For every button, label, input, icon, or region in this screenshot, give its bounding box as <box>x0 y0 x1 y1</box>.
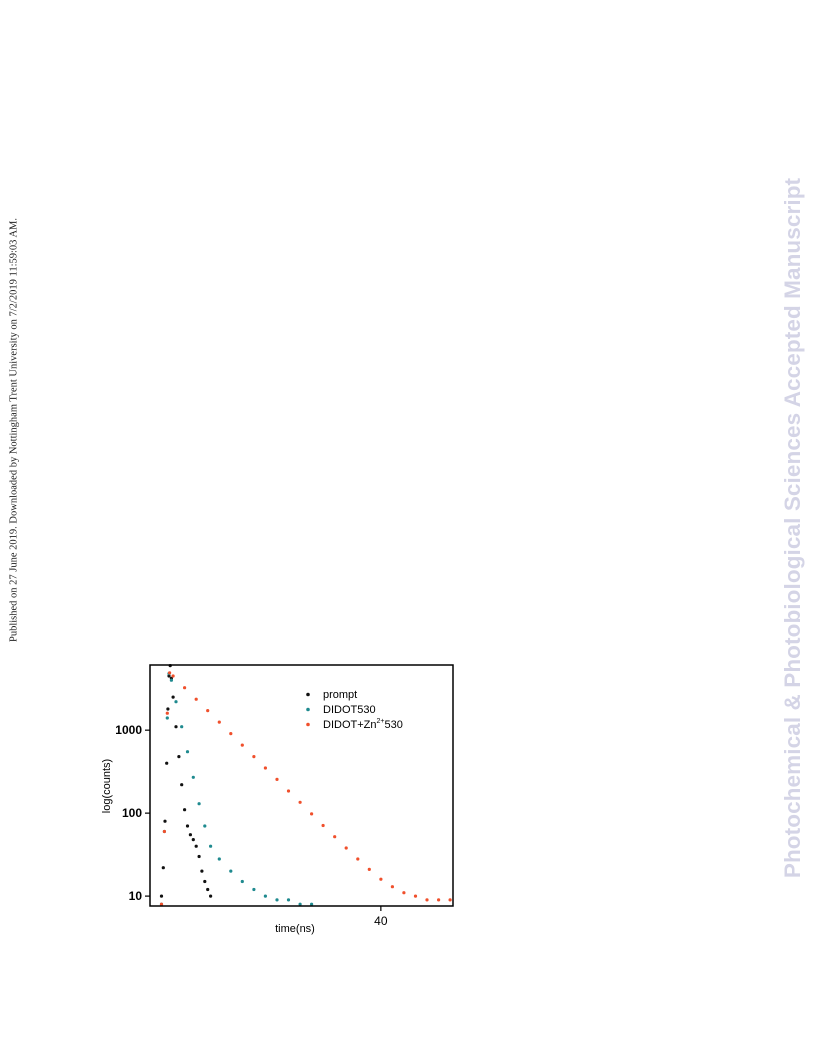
data-point-s0-3 <box>165 761 169 765</box>
legend-label-0: prompt <box>323 689 357 701</box>
data-point-s2-2 <box>165 711 169 715</box>
data-point-s2-1 <box>162 829 166 834</box>
data-point-s1-14 <box>240 879 244 884</box>
data-point-s2-22 <box>379 877 383 881</box>
data-point-s2-26 <box>425 898 429 902</box>
data-point-s2-13 <box>275 777 279 781</box>
y-axis-title: log(counts) <box>101 759 113 813</box>
data-point-s2-3 <box>168 671 172 675</box>
data-point-s1-13 <box>229 869 233 873</box>
data-point-s2-21 <box>367 867 371 871</box>
data-point-s2-14 <box>286 789 291 793</box>
y-tick-label-1: 100 <box>122 806 142 820</box>
decay-figure: 1000 100 10 40 time(ns) log(counts) prompt… <box>95 658 460 940</box>
data-point-s2-18 <box>333 835 337 839</box>
data-point-s1-6 <box>180 725 184 729</box>
data-point-s0-10 <box>177 755 181 759</box>
data-point-s2-9 <box>229 732 233 736</box>
data-point-s1-17 <box>275 898 279 902</box>
data-point-s0-19 <box>203 879 207 884</box>
data-point-s2-4 <box>171 674 175 678</box>
data-point-s0-11 <box>180 783 184 787</box>
decay-chart: 1000 100 10 40 time(ns) log(counts) prompt… <box>101 664 454 935</box>
data-point-s2-5 <box>183 686 187 690</box>
legend-marker-0 <box>306 692 310 697</box>
data-point-s1-4 <box>169 678 173 682</box>
data-point-s0-21 <box>209 894 213 898</box>
y-tick-label-2: 10 <box>129 889 143 903</box>
data-point-s2-25 <box>413 894 418 898</box>
x-axis-ticks: 40 <box>374 906 388 928</box>
data-point-s2-8 <box>217 720 221 724</box>
data-point-s2-15 <box>298 800 302 804</box>
legend-label-suffix: 530 <box>384 719 402 731</box>
data-point-s1-5 <box>174 700 178 704</box>
y-axis-ticks: 1000 100 10 <box>115 723 150 903</box>
data-point-s1-19 <box>298 902 302 906</box>
legend-label-2: DIDOT+Zn2+530 <box>323 718 403 731</box>
y-tick-label-0: 1000 <box>115 723 142 737</box>
data-point-s0-5 <box>167 674 171 678</box>
data-point-s2-17 <box>321 823 325 828</box>
data-point-s0-14 <box>188 833 192 837</box>
legend-marker-1 <box>306 707 310 712</box>
legend-marker-2 <box>306 722 310 727</box>
data-point-s1-15 <box>252 887 256 892</box>
journal-watermark: Photochemical & Photobiological Sciences… <box>780 177 805 879</box>
legend: prompt DIDOT530 DIDOT+Zn2+530 <box>306 689 403 731</box>
data-point-s2-10 <box>240 743 244 747</box>
data-point-s0-0 <box>159 894 164 898</box>
data-points-layer <box>159 664 452 906</box>
data-point-s1-11 <box>209 844 213 848</box>
data-point-s0-12 <box>183 808 187 812</box>
data-point-s2-24 <box>402 891 406 895</box>
data-point-s2-23 <box>390 885 394 889</box>
data-point-s2-11 <box>252 755 256 759</box>
data-point-s2-27 <box>437 898 441 902</box>
data-point-s1-2 <box>165 716 169 720</box>
data-point-s2-20 <box>356 857 360 861</box>
data-point-s1-10 <box>203 824 207 828</box>
data-point-s0-18 <box>200 869 204 873</box>
data-point-s2-7 <box>206 709 210 713</box>
data-point-s0-13 <box>185 824 190 828</box>
plot-frame <box>149 664 454 907</box>
data-point-s0-17 <box>197 854 201 859</box>
x-tick-label-0: 40 <box>374 914 388 928</box>
data-point-s0-4 <box>166 707 170 711</box>
data-point-s1-12 <box>217 857 221 861</box>
data-point-s0-2 <box>163 819 167 823</box>
x-axis-title: time(ns) <box>275 923 315 935</box>
data-point-s2-6 <box>194 697 198 701</box>
data-point-s2-12 <box>263 766 267 770</box>
data-point-s2-19 <box>344 846 348 850</box>
data-point-s0-16 <box>194 844 198 848</box>
data-point-s2-28 <box>448 898 452 902</box>
data-point-s2-0 <box>159 902 164 906</box>
data-point-s0-15 <box>191 838 195 842</box>
data-point-s0-20 <box>206 887 210 892</box>
data-point-s1-7 <box>185 750 190 754</box>
data-point-s1-8 <box>191 775 195 779</box>
data-point-s0-1 <box>161 866 165 870</box>
legend-label-1: DIDOT530 <box>323 704 376 716</box>
legend-label-superscript: 2+ <box>376 718 384 725</box>
download-notice: Published on 27 June 2019. Downloaded by… <box>8 218 20 642</box>
data-point-s1-9 <box>197 802 201 806</box>
data-point-s1-16 <box>263 894 267 898</box>
data-point-s1-18 <box>286 898 291 902</box>
data-point-s0-9 <box>174 725 178 729</box>
data-point-s1-20 <box>310 902 314 906</box>
data-point-s2-16 <box>310 812 314 816</box>
data-point-s0-8 <box>171 695 175 699</box>
